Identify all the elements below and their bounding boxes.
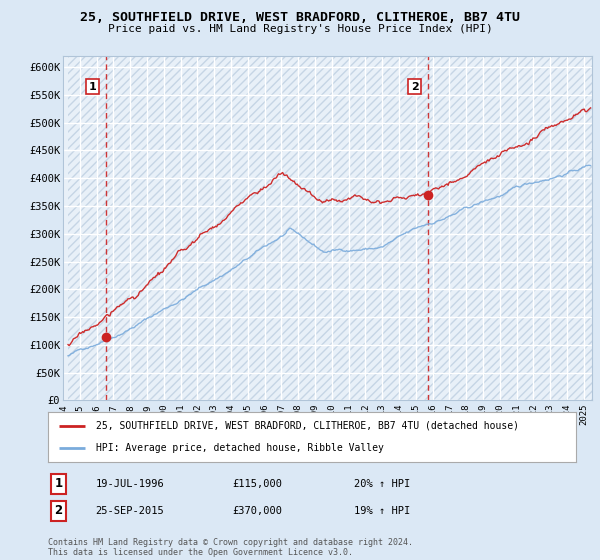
- Text: Price paid vs. HM Land Registry's House Price Index (HPI): Price paid vs. HM Land Registry's House …: [107, 24, 493, 34]
- Text: 1: 1: [88, 82, 96, 91]
- Text: 19-JUL-1996: 19-JUL-1996: [95, 479, 164, 489]
- Text: 1: 1: [55, 477, 62, 490]
- Text: Contains HM Land Registry data © Crown copyright and database right 2024.
This d: Contains HM Land Registry data © Crown c…: [48, 538, 413, 557]
- Text: 20% ↑ HPI: 20% ↑ HPI: [354, 479, 410, 489]
- Text: 19% ↑ HPI: 19% ↑ HPI: [354, 506, 410, 516]
- Text: 25-SEP-2015: 25-SEP-2015: [95, 506, 164, 516]
- Text: 25, SOUTHFIELD DRIVE, WEST BRADFORD, CLITHEROE, BB7 4TU (detached house): 25, SOUTHFIELD DRIVE, WEST BRADFORD, CLI…: [95, 421, 518, 431]
- Text: £115,000: £115,000: [233, 479, 283, 489]
- Text: £370,000: £370,000: [233, 506, 283, 516]
- Text: 2: 2: [55, 505, 62, 517]
- Text: HPI: Average price, detached house, Ribble Valley: HPI: Average price, detached house, Ribb…: [95, 443, 383, 453]
- Text: 2: 2: [411, 82, 418, 91]
- Text: 25, SOUTHFIELD DRIVE, WEST BRADFORD, CLITHEROE, BB7 4TU: 25, SOUTHFIELD DRIVE, WEST BRADFORD, CLI…: [80, 11, 520, 24]
